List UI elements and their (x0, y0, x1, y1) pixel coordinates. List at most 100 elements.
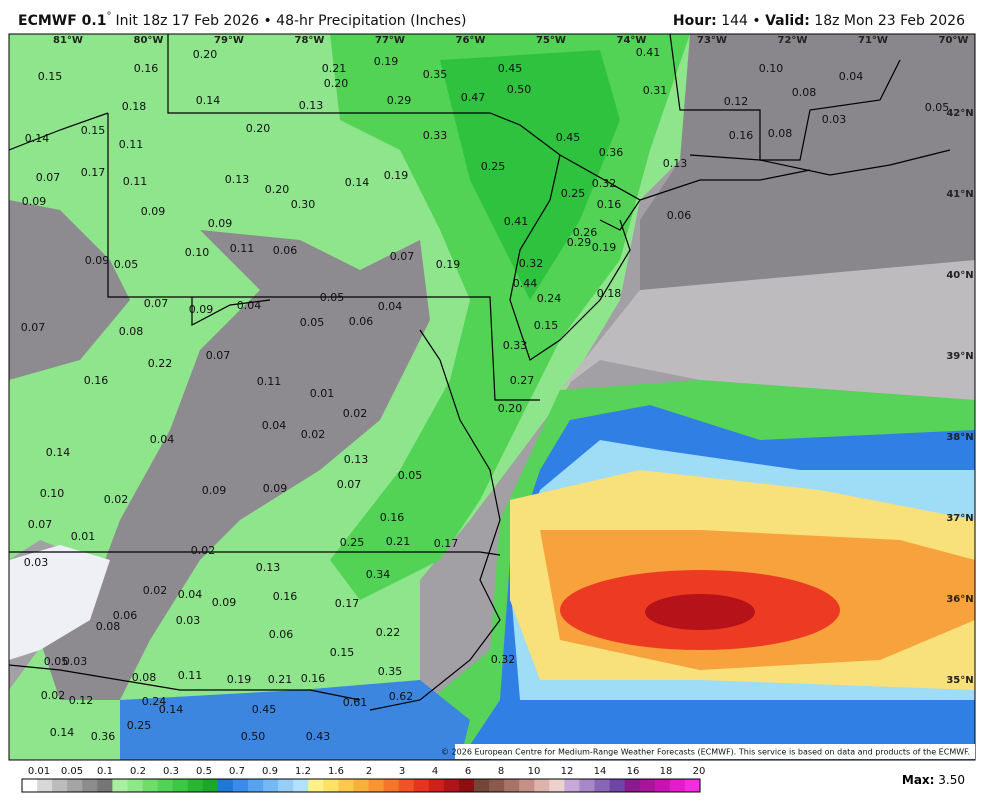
point-value: 0.41 (504, 215, 529, 228)
point-value: 0.20 (193, 48, 218, 61)
point-value: 0.16 (134, 62, 159, 75)
point-value: 0.50 (507, 83, 532, 96)
green-mid (330, 34, 690, 600)
longitude-labels: 81°W 80°W 79°W 78°W 77°W 76°W 75°W 74°W 73°W 72°W… (53, 35, 968, 46)
point-value: 0.15 (38, 70, 63, 83)
max-value: 3.50 (938, 773, 965, 787)
point-value: 0.07 (144, 297, 169, 310)
point-value: 0.16 (729, 129, 754, 142)
point-value: 0.09 (189, 303, 214, 316)
point-value: 0.02 (191, 544, 216, 557)
ocean-darkred (645, 594, 755, 630)
colorbar-label: 0.3 (163, 766, 179, 777)
ocean-lightgray (560, 260, 975, 400)
point-value: 0.29 (387, 94, 412, 107)
point-value: 0.25 (340, 536, 365, 549)
point-value: 0.04 (378, 300, 403, 313)
point-value: 0.07 (36, 171, 61, 184)
longitude-label: 78°W (295, 35, 325, 46)
point-value: 0.19 (592, 241, 617, 254)
colorbar-swatch (458, 779, 475, 792)
point-value: 0.08 (792, 86, 817, 99)
point-values: 0.20 0.16 0.15 0.21 0.20 0.19 0.35 0.45 0.47 0.50… (21, 46, 950, 743)
point-value: 0.20 (324, 77, 349, 90)
copyright-bg (455, 744, 975, 759)
hour: 144 (721, 13, 748, 29)
point-value: 0.32 (592, 177, 617, 190)
point-value: 0.17 (434, 537, 459, 550)
point-value: 0.24 (142, 695, 167, 708)
coast-blue (120, 680, 470, 760)
point-value: 0.16 (597, 198, 622, 211)
colorbar-label: 0.7 (229, 766, 245, 777)
colorbar-swatch (127, 779, 144, 792)
colorbar-swatch (624, 779, 641, 792)
colorbar-swatch (398, 779, 415, 792)
point-value: 0.35 (378, 665, 403, 678)
point-value: 0.05 (114, 258, 139, 271)
colorbar-swatch (413, 779, 430, 792)
point-value: 0.04 (178, 588, 203, 601)
hour-label: Hour: (673, 13, 717, 29)
point-value: 0.08 (132, 671, 157, 684)
point-value: 0.16 (273, 590, 298, 603)
header-right: Hour: 144 • Valid: 18z Mon 23 Feb 2026 (673, 13, 965, 29)
point-value: 0.05 (398, 469, 423, 482)
point-value: 0.13 (663, 157, 688, 170)
point-value: 0.14 (345, 176, 370, 189)
point-value: 0.05 (300, 316, 325, 329)
point-value: 0.11 (119, 138, 144, 151)
point-value: 0.03 (822, 113, 847, 126)
point-value: 0.11 (257, 375, 282, 388)
colorbar-swatch (37, 779, 53, 792)
point-value: 0.07 (206, 349, 231, 362)
colorbar-swatch (67, 779, 83, 792)
colorbar-label: 8 (498, 766, 504, 777)
point-value: 0.07 (21, 321, 46, 334)
point-value: 0.31 (643, 84, 668, 97)
point-value: 0.27 (510, 374, 535, 387)
point-value: 0.20 (246, 122, 271, 135)
point-value: 0.08 (96, 620, 121, 633)
point-value: 0.05 (44, 655, 69, 668)
colorbar-swatch (263, 779, 279, 792)
colorbar-label: 0.01 (28, 766, 50, 777)
map-frame (8, 33, 976, 761)
sep: • (752, 13, 760, 29)
point-value: 0.19 (374, 55, 399, 68)
point-value: 0.45 (556, 131, 581, 144)
point-value: 0.13 (344, 453, 369, 466)
point-value: 0.45 (498, 62, 523, 75)
colorbar-swatch (549, 779, 565, 792)
point-value: 0.47 (461, 91, 486, 104)
colorbar-swatch (443, 779, 460, 792)
longitude-label: 81°W (53, 35, 83, 46)
point-value: 0.19 (384, 169, 409, 182)
point-value: 0.13 (299, 99, 324, 112)
colorbar-swatch (654, 779, 671, 792)
longitude-label: 71°W (858, 35, 888, 46)
colorbar-frame (21, 778, 701, 793)
copyright: © 2026 European Centre for Medium-Range … (441, 748, 970, 757)
longitude-label: 80°W (134, 35, 164, 46)
point-value: 0.09 (208, 217, 233, 230)
point-value: 0.16 (301, 672, 326, 685)
point-value: 0.03 (176, 614, 201, 627)
colorbar-label: 20 (693, 766, 706, 777)
colorbar-label: 0.9 (262, 766, 278, 777)
point-value: 0.09 (141, 205, 166, 218)
point-value: 0.11 (123, 175, 148, 188)
point-value: 0.17 (335, 597, 360, 610)
point-value: 0.17 (81, 166, 106, 179)
point-value: 0.33 (423, 129, 448, 142)
colorbar-swatch (293, 779, 309, 792)
colorbar-swatch (564, 779, 580, 792)
point-value: 0.44 (513, 277, 538, 290)
point-value: 0.02 (41, 689, 66, 702)
colorbar-label: 0.1 (97, 766, 113, 777)
colorbar-swatch (579, 779, 596, 792)
point-value: 0.19 (436, 258, 461, 271)
colorbar-swatch (594, 779, 611, 792)
point-value: 0.30 (291, 198, 316, 211)
point-value: 0.14 (25, 132, 50, 145)
